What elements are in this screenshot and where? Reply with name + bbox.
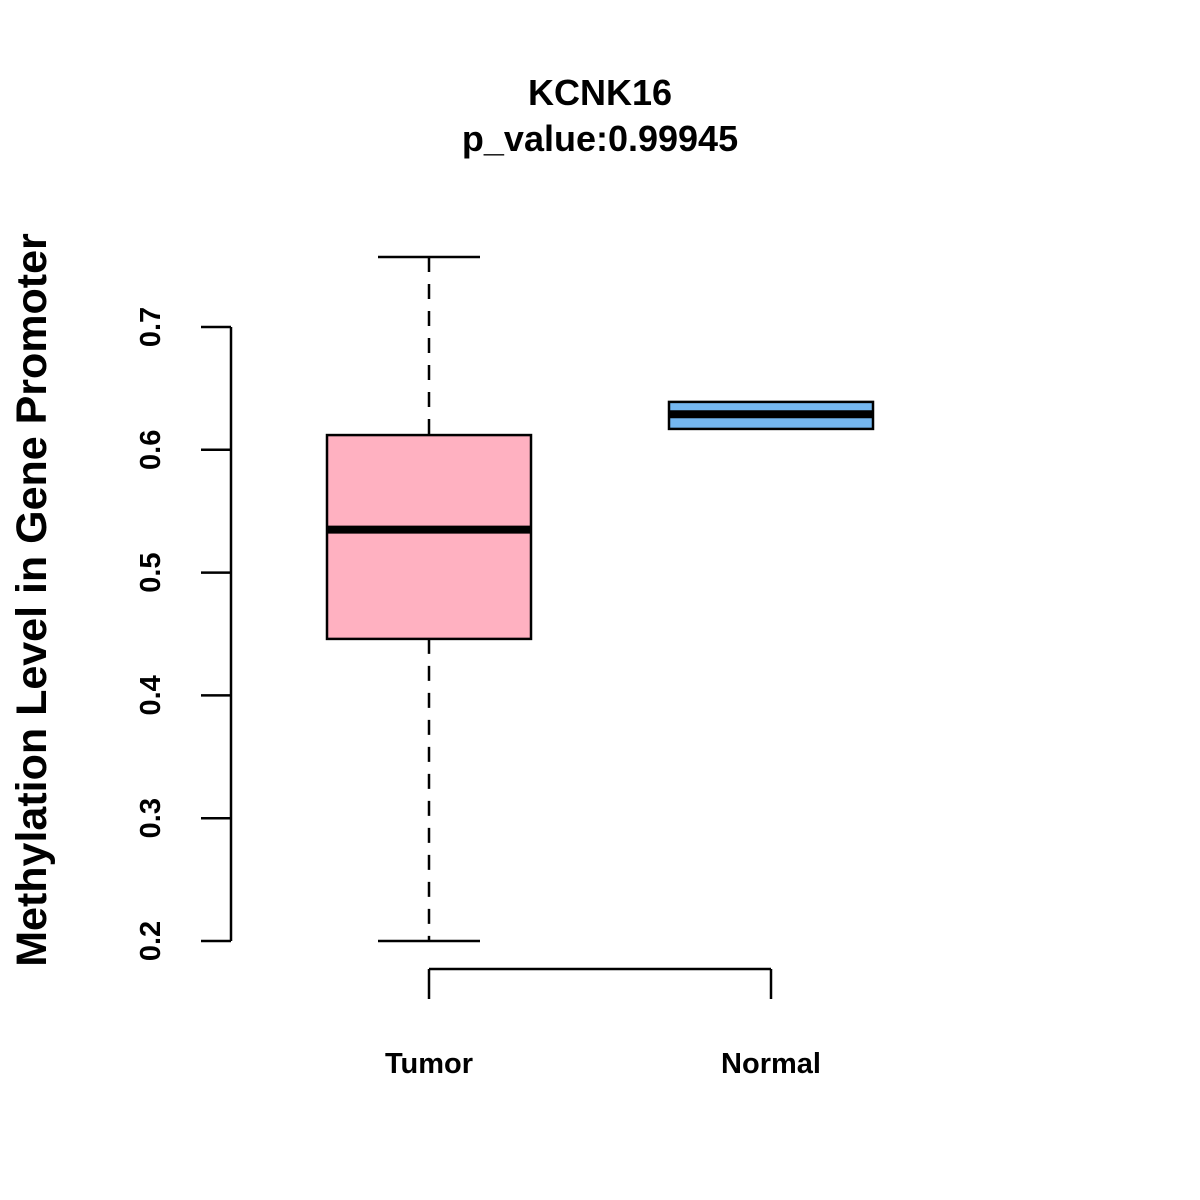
x-axis: Tumor Normal: [385, 967, 821, 1080]
box-normal: [667, 400, 875, 431]
y-axis-label: Methylation Level in Gene Promoter: [8, 233, 56, 967]
boxes: [325, 255, 875, 943]
iqr-box: [325, 433, 533, 641]
x-tick-label: Normal: [721, 1048, 821, 1080]
x-tick-label: Tumor: [385, 1048, 473, 1080]
y-tick-label: 0.2: [135, 921, 167, 961]
box-tumor: [325, 255, 533, 943]
y-tick-label: 0.7: [135, 307, 167, 347]
y-tick-label: 0.3: [135, 798, 167, 838]
y-tick-label: 0.4: [135, 675, 167, 715]
chart-subtitle: p_value:0.99945: [462, 118, 738, 159]
y-tick-label: 0.5: [135, 552, 167, 592]
y-axis: 0.2 0.3 0.4 0.5 0.6 0.7: [135, 307, 233, 961]
chart-title: KCNK16: [528, 72, 672, 113]
y-tick-label: 0.6: [135, 430, 167, 470]
